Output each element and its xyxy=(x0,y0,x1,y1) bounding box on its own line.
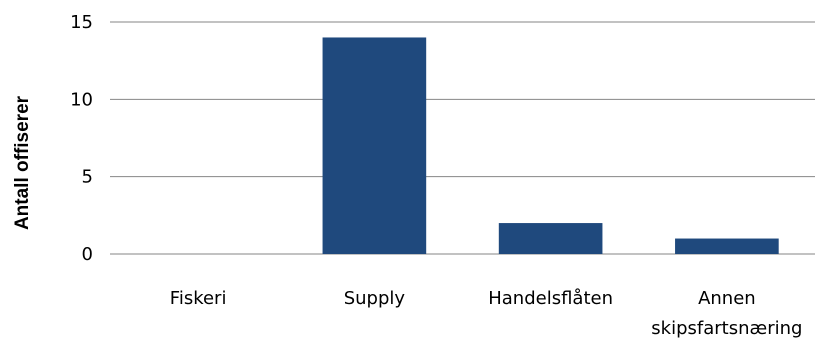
x-category-label-line: Fiskeri xyxy=(170,288,227,309)
y-axis-tick-labels: 0 5 10 15 xyxy=(70,12,93,265)
y-tick-label: 0 xyxy=(82,244,93,265)
y-axis-title: Antall offiserer xyxy=(12,95,33,230)
bar-handelsflåten xyxy=(498,223,603,254)
x-category-label-line: Supply xyxy=(344,288,406,309)
bar-annen-skipsfartsnæring xyxy=(675,238,779,254)
x-category-label-line: Annen xyxy=(698,288,756,309)
bar-supply xyxy=(322,37,427,254)
y-tick-label: 15 xyxy=(70,12,93,33)
y-tick-label: 10 xyxy=(70,89,93,110)
x-axis-category-labels: Fiskeri Supply Handelsflåten Annen skipsfart… xyxy=(170,288,803,338)
x-category-label: Supply xyxy=(344,288,406,309)
x-category-label-line: skipsfartsnæring xyxy=(651,318,802,338)
gridlines xyxy=(110,21,815,255)
x-category-label: Fiskeri xyxy=(170,288,227,309)
y-tick-label: 5 xyxy=(82,167,93,188)
x-category-label-line: Handelsflåten xyxy=(488,288,613,309)
x-category-label: Annen skipsfartsnæring xyxy=(651,288,802,338)
x-category-label: Handelsflåten xyxy=(488,288,613,309)
bars xyxy=(322,37,779,254)
